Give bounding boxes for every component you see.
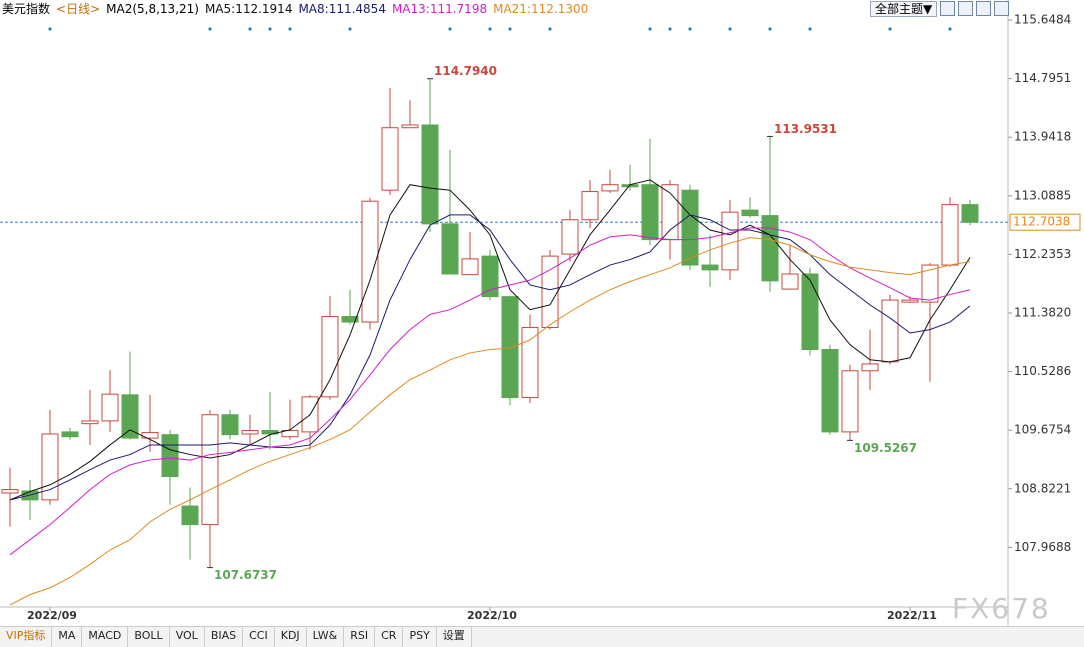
candle-body bbox=[281, 430, 299, 438]
theme-button[interactable]: 全部主题▼ bbox=[870, 1, 938, 17]
icon-button[interactable] bbox=[976, 1, 992, 16]
low-label: 109.5267 bbox=[854, 441, 917, 455]
candle-body bbox=[81, 420, 99, 425]
y-tick-label: 113.9418 bbox=[1014, 130, 1071, 144]
candle-body bbox=[861, 363, 879, 372]
last-price-box bbox=[1009, 213, 1081, 231]
event-markers bbox=[48, 27, 952, 31]
x-tick-label: 2022/11 bbox=[887, 609, 937, 622]
icon-button[interactable] bbox=[958, 1, 974, 16]
candle-body bbox=[841, 370, 859, 433]
y-tick-label: 107.9688 bbox=[1014, 540, 1071, 554]
tab[interactable]: VIP指标 bbox=[0, 627, 53, 647]
high-label: 114.7940 bbox=[434, 64, 497, 78]
tab[interactable]: 设置 bbox=[437, 627, 472, 647]
ma-line bbox=[9, 227, 971, 556]
indicator: MA2(5,8,13,21) bbox=[106, 2, 199, 16]
y-tick-label: 113.0885 bbox=[1014, 188, 1071, 202]
tab[interactable]: BIAS bbox=[205, 627, 244, 647]
candle-body bbox=[821, 349, 839, 433]
candle-body bbox=[701, 264, 719, 271]
legend-entry: MA21:112.1300 bbox=[493, 2, 589, 16]
candle-body bbox=[41, 433, 59, 501]
candle-body bbox=[781, 273, 799, 290]
x-tick-label: 2022/09 bbox=[27, 609, 77, 622]
tab[interactable]: CR bbox=[375, 627, 404, 647]
candle-body bbox=[61, 431, 79, 438]
ma-line bbox=[9, 179, 971, 501]
legend-entry: MA8:111.4854 bbox=[298, 2, 386, 16]
candle-body bbox=[961, 204, 979, 223]
ma-line bbox=[9, 237, 971, 606]
candle-body bbox=[761, 215, 779, 282]
candle-body bbox=[641, 184, 659, 241]
y-tick-label: 112.2353 bbox=[1014, 247, 1071, 261]
candle-body bbox=[901, 299, 919, 303]
y-tick-label: 110.5286 bbox=[1014, 364, 1071, 378]
candle-body bbox=[181, 505, 199, 526]
y-tick-label: 115.6484 bbox=[1014, 13, 1071, 27]
candle-body bbox=[501, 296, 519, 399]
tab[interactable]: KDJ bbox=[275, 627, 307, 647]
candle-body bbox=[521, 327, 539, 399]
low-label: 107.6737 bbox=[214, 568, 277, 582]
candle-body bbox=[441, 223, 459, 275]
y-tick-label: 111.3820 bbox=[1014, 305, 1071, 319]
y-tick-label: 108.8221 bbox=[1014, 481, 1071, 495]
legend-entry: MA13:111.7198 bbox=[391, 2, 488, 16]
chart-title: 美元指数 bbox=[2, 2, 51, 16]
indicator-tabs: VIP指标 MA MACD BOLL VOL BIAS CCI KDJ LW& RSI CR PSY 设… bbox=[0, 626, 1084, 647]
candle-body bbox=[401, 124, 419, 129]
toolbar: 全部主题▼ bbox=[870, 1, 1010, 17]
tab[interactable]: CCI bbox=[243, 627, 275, 647]
tab[interactable]: MACD bbox=[82, 627, 129, 647]
y-tick-label: 109.6754 bbox=[1014, 423, 1071, 437]
candle-body bbox=[161, 434, 179, 478]
y-tick-label: 114.7951 bbox=[1014, 71, 1071, 85]
tab[interactable]: BOLL bbox=[128, 627, 170, 647]
tab[interactable]: VOL bbox=[170, 627, 205, 647]
candle-body bbox=[1, 489, 19, 494]
candle-body bbox=[481, 255, 499, 298]
legend-entry: MA5:112.1914 bbox=[204, 2, 293, 16]
high-label: 113.9531 bbox=[774, 122, 837, 136]
watermark: FX678 bbox=[952, 592, 1051, 625]
candle-body bbox=[461, 258, 479, 276]
candle-body bbox=[341, 316, 359, 323]
candle-body bbox=[741, 209, 759, 217]
candle-body bbox=[921, 264, 939, 303]
candle-body bbox=[581, 191, 599, 221]
candle-body bbox=[101, 393, 119, 422]
candle-body bbox=[561, 219, 579, 255]
candle-body bbox=[601, 184, 619, 192]
candle-body bbox=[681, 189, 699, 266]
tab[interactable]: RSI bbox=[344, 627, 376, 647]
period[interactable]: <日线> bbox=[56, 2, 101, 16]
candle-body bbox=[221, 414, 239, 436]
legend: 美元指数 <日线> MA2(5,8,13,21) MA5:112.1914 MA8… bbox=[2, 1, 588, 17]
tab[interactable]: LW& bbox=[307, 627, 345, 647]
icon-button[interactable] bbox=[940, 1, 956, 16]
candle-body bbox=[321, 316, 339, 398]
last-price-label: 112.7038 bbox=[1013, 215, 1070, 229]
candle-body bbox=[241, 430, 259, 435]
candle-body bbox=[421, 124, 439, 225]
candle-body bbox=[801, 273, 819, 351]
tab[interactable]: MA bbox=[52, 627, 83, 647]
candle-body bbox=[381, 127, 399, 191]
icon-button[interactable] bbox=[994, 1, 1010, 16]
candle-body bbox=[881, 299, 899, 363]
candle-body bbox=[121, 394, 139, 439]
candle-body bbox=[201, 414, 219, 526]
candle-body bbox=[941, 204, 959, 266]
tab[interactable]: PSY bbox=[403, 627, 437, 647]
candle-body bbox=[721, 211, 739, 271]
x-tick-label: 2022/10 bbox=[467, 609, 517, 622]
